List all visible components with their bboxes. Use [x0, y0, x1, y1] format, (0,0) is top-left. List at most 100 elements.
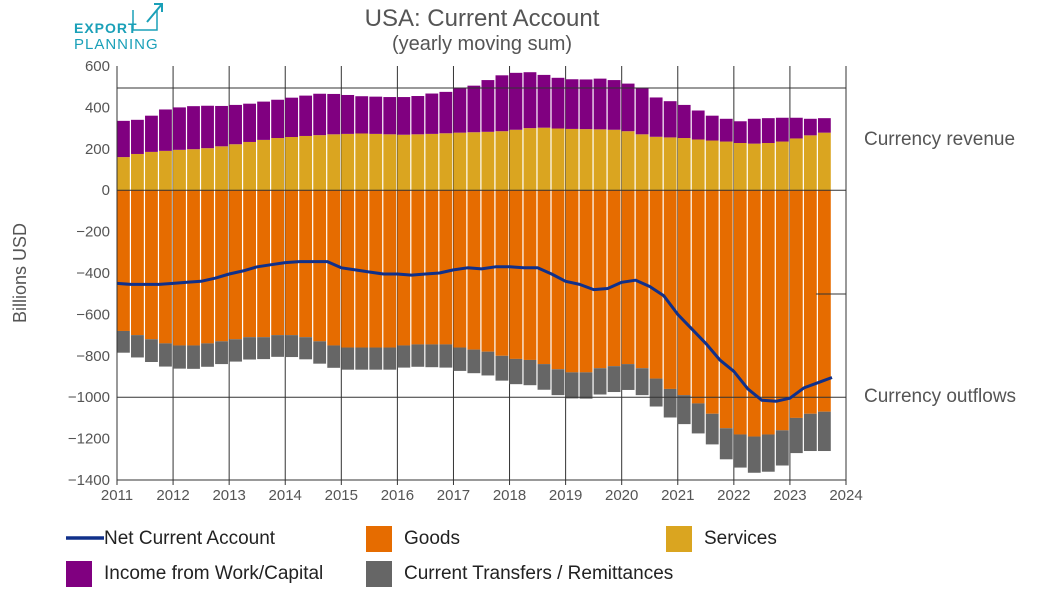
bar-services — [803, 135, 817, 191]
bar-current-transfers-remittances — [187, 345, 200, 369]
bar-income-from-work-capital — [789, 117, 803, 139]
bar-goods — [439, 190, 453, 345]
bar-current-transfers-remittances — [775, 430, 789, 466]
bar-current-transfers-remittances — [565, 372, 579, 399]
bar-services — [299, 135, 313, 191]
bar-goods — [593, 190, 607, 369]
bar-current-transfers-remittances — [369, 347, 383, 370]
bar-services — [341, 133, 355, 191]
currency-outflows-annotation: Currency outflows — [864, 386, 1016, 407]
bar-income-from-work-capital — [621, 83, 635, 132]
bar-goods — [523, 190, 537, 360]
bar-income-from-work-capital — [495, 75, 509, 132]
bar-services — [663, 137, 677, 191]
bar-services — [467, 132, 481, 191]
bar-income-from-work-capital — [397, 97, 411, 135]
bar-income-from-work-capital — [229, 104, 242, 145]
bar-goods — [383, 190, 397, 348]
bar-current-transfers-remittances — [285, 335, 299, 358]
bar-income-from-work-capital — [635, 87, 649, 135]
bar-services — [453, 132, 467, 191]
bar-services — [635, 134, 649, 191]
bar-services — [817, 132, 831, 191]
bar-goods — [677, 190, 691, 396]
bar-current-transfers-remittances — [145, 339, 158, 363]
bar-goods — [537, 190, 551, 365]
bar-goods — [425, 190, 439, 345]
bar-current-transfers-remittances — [439, 344, 453, 368]
bar-services — [579, 129, 593, 191]
bar-income-from-work-capital — [285, 97, 299, 138]
bar-goods — [159, 190, 172, 344]
bar-services — [117, 157, 130, 191]
bar-services — [747, 143, 761, 191]
bar-goods — [691, 190, 705, 404]
bar-services — [411, 134, 425, 191]
bar-goods — [411, 190, 425, 345]
x-tick-label: 2021 — [661, 487, 694, 504]
bar-goods — [495, 190, 509, 356]
bar-goods — [733, 190, 747, 435]
bar-income-from-work-capital — [747, 118, 761, 144]
y-tick-label: −800 — [76, 348, 110, 365]
x-tick-label: 2024 — [829, 487, 862, 504]
bar-income-from-work-capital — [313, 93, 327, 136]
export-planning-logo: EXPORT PLANNING — [74, 3, 163, 53]
bar-income-from-work-capital — [145, 115, 158, 152]
bar-services — [439, 133, 453, 191]
bar-income-from-work-capital — [663, 101, 677, 138]
bar-current-transfers-remittances — [215, 341, 228, 365]
bar-current-transfers-remittances — [509, 358, 523, 385]
bar-goods — [229, 190, 242, 340]
bar-income-from-work-capital — [271, 99, 285, 139]
bar-income-from-work-capital — [411, 96, 425, 135]
bar-goods — [789, 190, 803, 418]
bar-current-transfers-remittances — [817, 411, 831, 452]
bar-services — [565, 128, 579, 191]
logo-line-2: PLANNING — [74, 36, 159, 53]
y-tick-label: −600 — [76, 306, 110, 323]
bar-current-transfers-remittances — [635, 368, 649, 396]
legend-net-current-account: Net Current Account — [104, 528, 276, 549]
bar-current-transfers-remittances — [593, 368, 607, 395]
bar-services — [621, 131, 635, 191]
legend-services-swatch — [666, 526, 692, 552]
x-tick-label: 2016 — [381, 487, 414, 504]
bar-income-from-work-capital — [719, 118, 733, 142]
bar-income-from-work-capital — [341, 94, 355, 134]
bar-income-from-work-capital — [607, 80, 621, 130]
bar-goods — [201, 190, 214, 344]
legend-services: Services — [704, 528, 777, 549]
bar-goods — [481, 190, 495, 352]
bar-services — [523, 128, 537, 191]
bar-income-from-work-capital — [117, 120, 130, 158]
bar-goods — [131, 190, 144, 336]
bar-goods — [327, 190, 341, 346]
bar-services — [131, 153, 144, 191]
y-tick-label: 400 — [85, 99, 110, 116]
bar-current-transfers-remittances — [131, 335, 144, 358]
bar-services — [509, 129, 523, 191]
bar-services — [229, 144, 242, 191]
x-tick-label: 2020 — [605, 487, 638, 504]
chart-title: USA: Current Account — [365, 5, 600, 32]
bar-current-transfers-remittances — [481, 351, 495, 376]
bar-services — [313, 135, 327, 191]
bar-income-from-work-capital — [215, 105, 228, 147]
bar-income-from-work-capital — [593, 78, 607, 130]
bar-services — [257, 139, 271, 191]
y-tick-label: −200 — [76, 224, 110, 241]
bar-services — [327, 134, 341, 191]
y-tick-label: −1000 — [68, 389, 110, 406]
bar-current-transfers-remittances — [621, 364, 635, 390]
bar-income-from-work-capital — [257, 101, 271, 140]
bar-income-from-work-capital — [187, 106, 200, 150]
bar-income-from-work-capital — [761, 118, 775, 144]
bar-goods — [243, 190, 256, 338]
x-tick-label: 2014 — [269, 487, 302, 504]
bar-income-from-work-capital — [803, 118, 817, 136]
bar-goods — [775, 190, 789, 431]
bar-income-from-work-capital — [299, 95, 313, 136]
bar-current-transfers-remittances — [341, 347, 355, 370]
bar-services — [775, 141, 789, 191]
